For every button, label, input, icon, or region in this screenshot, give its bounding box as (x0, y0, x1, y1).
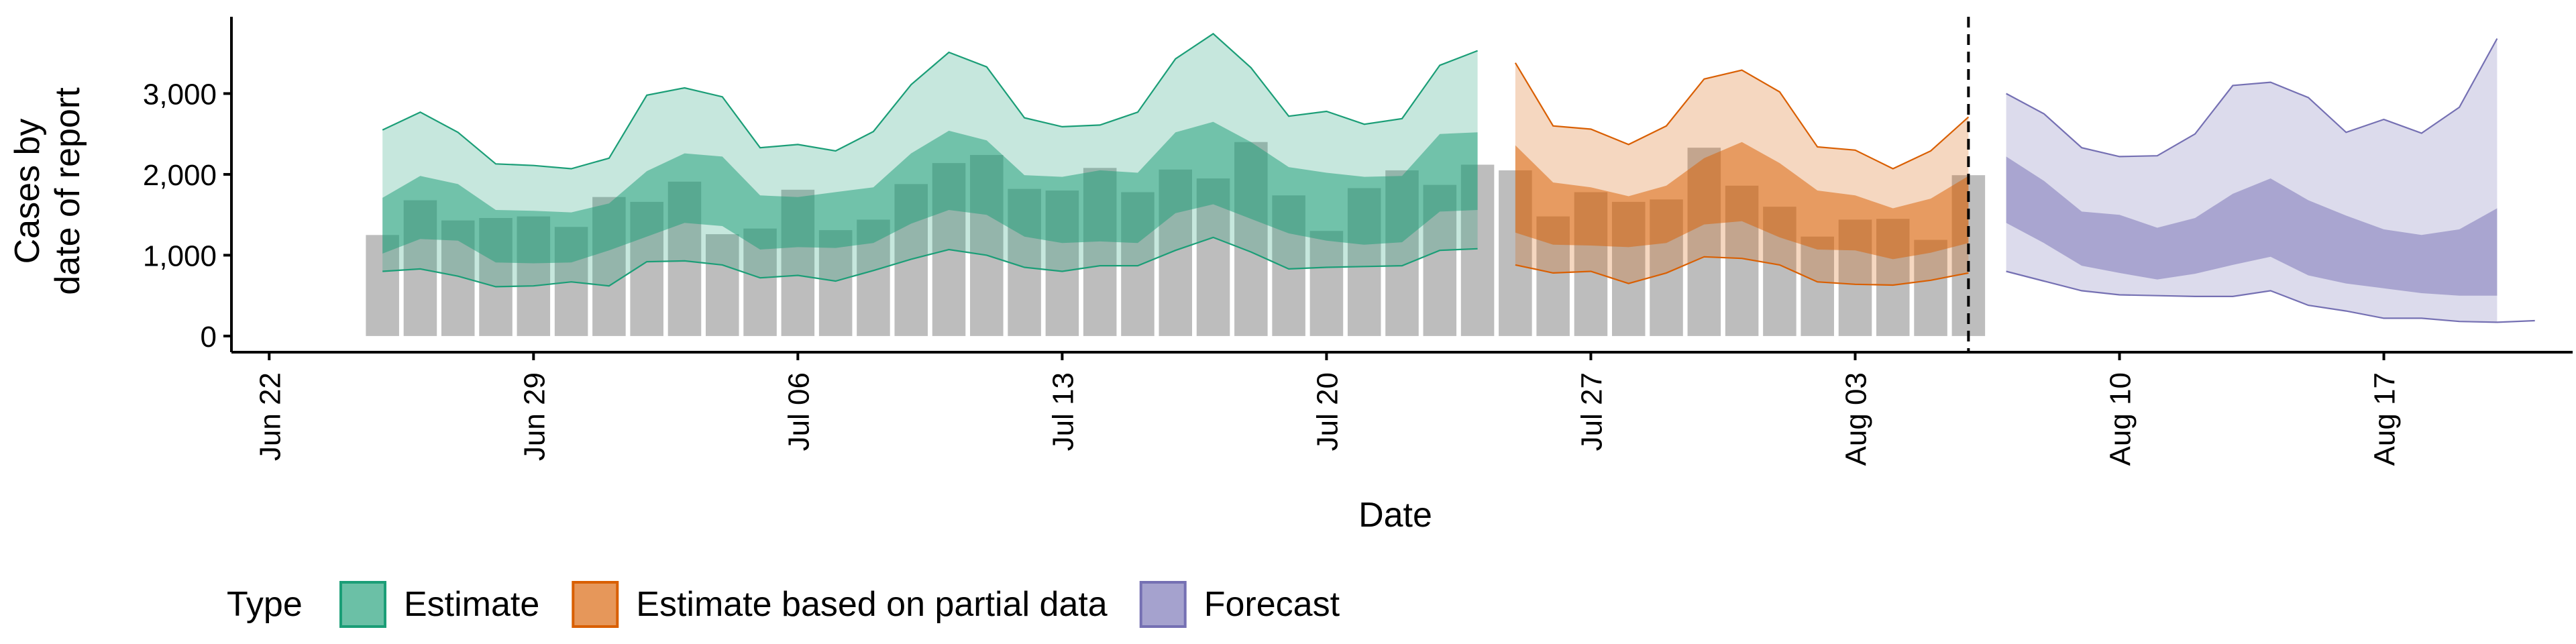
y-axis-label-line-2: date of report (48, 87, 87, 295)
x-ticks: Jun 22 Jun 29 Jul 06 Jul 13 Jul 20 Jul 27 Aug … (254, 352, 2402, 466)
legend-label: Estimate (404, 585, 539, 624)
legend-swatch (339, 581, 386, 628)
partial-inner-band (1515, 142, 1969, 260)
forecast-lower-edge (2006, 270, 2535, 323)
x-tick-label: Jul 06 (782, 372, 815, 451)
legend-title: Type (227, 585, 303, 624)
legend-item: Estimate based on partial data (572, 581, 1108, 628)
report-bar (706, 234, 739, 336)
y-axis-label-line-1: Cases by (8, 119, 47, 264)
y-tick-label: 3,000 (143, 78, 217, 111)
legend-label: Forecast (1204, 585, 1340, 624)
x-tick-label: Jul 13 (1046, 372, 1079, 451)
x-tick-label: Jul 27 (1575, 372, 1608, 451)
x-tick-label: Aug 10 (2104, 372, 2137, 466)
x-axis-label: Date (1358, 496, 1432, 535)
report-bar (1801, 236, 1834, 336)
report-bar (366, 235, 399, 336)
ribbons-layer (382, 32, 2535, 323)
legend-swatch (572, 581, 619, 628)
legend-item: Estimate (339, 581, 539, 628)
estimate-lower-edge (382, 236, 1478, 288)
x-tick-label: Aug 17 (2369, 372, 2402, 466)
x-tick-label: Jun 22 (254, 372, 286, 461)
axes: 0 1,000 2,000 3,000 Jun 22 Jun 29 Jul 06 Jul 1… (143, 17, 2573, 466)
y-ticks: 0 1,000 2,000 3,000 (143, 78, 231, 354)
report-bar (1914, 239, 1947, 336)
forecast-upper-edge (2006, 38, 2498, 158)
y-tick-label: 1,000 (143, 239, 217, 272)
legend-label: Estimate based on partial data (636, 585, 1108, 624)
estimate-inner-band (382, 121, 1478, 264)
y-tick-label: 2,000 (143, 159, 217, 192)
legend: Type Estimate Estimate based on partial d… (227, 581, 1340, 628)
partial-lower-edge (1515, 256, 1969, 286)
forecast-inner-band (2006, 156, 2498, 296)
partial-upper-edge (1514, 62, 1970, 170)
estimate-upper-edge (382, 32, 1478, 170)
legend-items: Estimate Estimate based on partial data Fo… (339, 581, 1340, 628)
x-tick-label: Jul 20 (1311, 372, 1344, 451)
legend-item: Forecast (1139, 581, 1340, 628)
report-bar (1309, 231, 1344, 336)
plot-area (366, 17, 2535, 352)
x-tick-label: Aug 03 (1839, 372, 1872, 466)
legend-swatch (1139, 581, 1187, 628)
x-tick-label: Jun 29 (518, 372, 551, 461)
y-tick-label: 0 (201, 321, 217, 354)
